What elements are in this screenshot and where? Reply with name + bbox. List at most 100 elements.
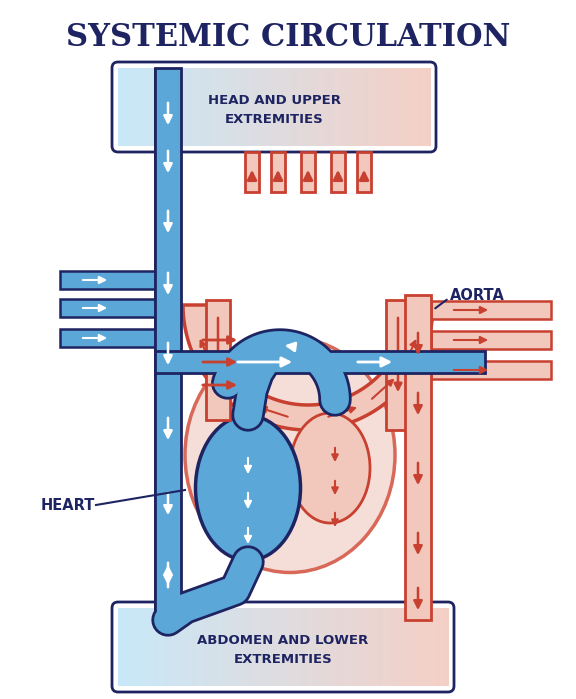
Bar — [353, 608, 358, 686]
Bar — [217, 608, 222, 686]
Text: HEART: HEART — [41, 498, 95, 512]
Bar — [161, 68, 165, 146]
Bar — [180, 68, 185, 146]
Polygon shape — [183, 305, 433, 430]
Bar — [233, 608, 238, 686]
Bar — [431, 331, 551, 349]
Bar — [295, 608, 300, 686]
Bar — [386, 608, 391, 686]
Bar — [270, 68, 275, 146]
Text: AORTA: AORTA — [450, 287, 505, 303]
Bar — [383, 68, 388, 146]
Bar — [155, 608, 160, 686]
Bar — [309, 68, 313, 146]
Bar — [395, 68, 399, 146]
Bar — [258, 608, 263, 686]
Bar — [172, 608, 176, 686]
Bar — [386, 300, 410, 430]
Bar — [238, 608, 242, 686]
Bar — [328, 608, 333, 686]
Bar — [291, 608, 296, 686]
Bar — [411, 608, 415, 686]
Bar — [60, 329, 155, 347]
Bar — [348, 68, 353, 146]
Bar — [419, 608, 424, 686]
Text: HEAD AND UPPER
EXTREMITIES: HEAD AND UPPER EXTREMITIES — [207, 94, 340, 126]
Bar — [227, 68, 232, 146]
Bar — [153, 68, 157, 146]
Bar — [431, 301, 551, 319]
Bar — [141, 68, 146, 146]
Ellipse shape — [195, 415, 301, 561]
Bar — [242, 608, 247, 686]
Bar — [245, 152, 259, 192]
Bar — [360, 68, 364, 146]
Text: ABDOMEN AND LOWER
EXTREMITIES: ABDOMEN AND LOWER EXTREMITIES — [198, 634, 369, 665]
Bar — [60, 271, 155, 289]
Bar — [192, 68, 196, 146]
Bar — [60, 299, 155, 317]
Bar — [235, 68, 240, 146]
Bar — [279, 608, 283, 686]
Bar — [349, 608, 354, 686]
Bar — [290, 68, 294, 146]
Bar — [130, 68, 134, 146]
Bar — [305, 68, 309, 146]
Bar — [366, 608, 370, 686]
Bar — [317, 68, 321, 146]
Bar — [435, 608, 440, 686]
Bar — [239, 68, 243, 146]
Bar — [243, 68, 247, 146]
Bar — [301, 68, 306, 146]
Bar — [126, 608, 131, 686]
Bar — [188, 68, 192, 146]
Bar — [155, 68, 181, 620]
Ellipse shape — [290, 413, 370, 523]
Bar — [275, 608, 279, 686]
Bar — [361, 608, 366, 686]
Bar — [324, 608, 329, 686]
Bar — [147, 608, 151, 686]
Bar — [196, 68, 200, 146]
Bar — [357, 608, 362, 686]
Bar — [200, 608, 205, 686]
Bar — [331, 152, 345, 192]
Bar — [387, 68, 392, 146]
Bar — [444, 608, 449, 686]
Bar — [391, 608, 395, 686]
Bar — [247, 68, 251, 146]
Bar — [336, 608, 341, 686]
Bar — [439, 608, 444, 686]
Bar — [300, 608, 304, 686]
Bar — [221, 608, 226, 686]
Bar — [320, 608, 325, 686]
Bar — [378, 608, 382, 686]
Bar — [271, 608, 275, 686]
Bar — [344, 68, 348, 146]
Bar — [176, 68, 181, 146]
Bar — [139, 608, 143, 686]
Bar — [208, 68, 212, 146]
Bar — [418, 68, 423, 146]
Bar — [188, 608, 193, 686]
Bar — [223, 68, 228, 146]
Bar — [367, 68, 372, 146]
Bar — [380, 68, 384, 146]
Bar — [180, 608, 184, 686]
Bar — [168, 608, 172, 686]
Bar — [431, 608, 436, 686]
Bar — [159, 608, 164, 686]
Bar — [411, 68, 415, 146]
Bar — [250, 608, 255, 686]
Bar — [134, 68, 138, 146]
Bar — [231, 68, 236, 146]
Bar — [407, 68, 411, 146]
Bar — [427, 608, 432, 686]
Bar — [374, 608, 378, 686]
Bar — [122, 608, 127, 686]
Bar — [118, 68, 122, 146]
Bar — [423, 608, 428, 686]
Bar — [308, 608, 312, 686]
Bar — [211, 68, 216, 146]
Bar — [294, 68, 298, 146]
